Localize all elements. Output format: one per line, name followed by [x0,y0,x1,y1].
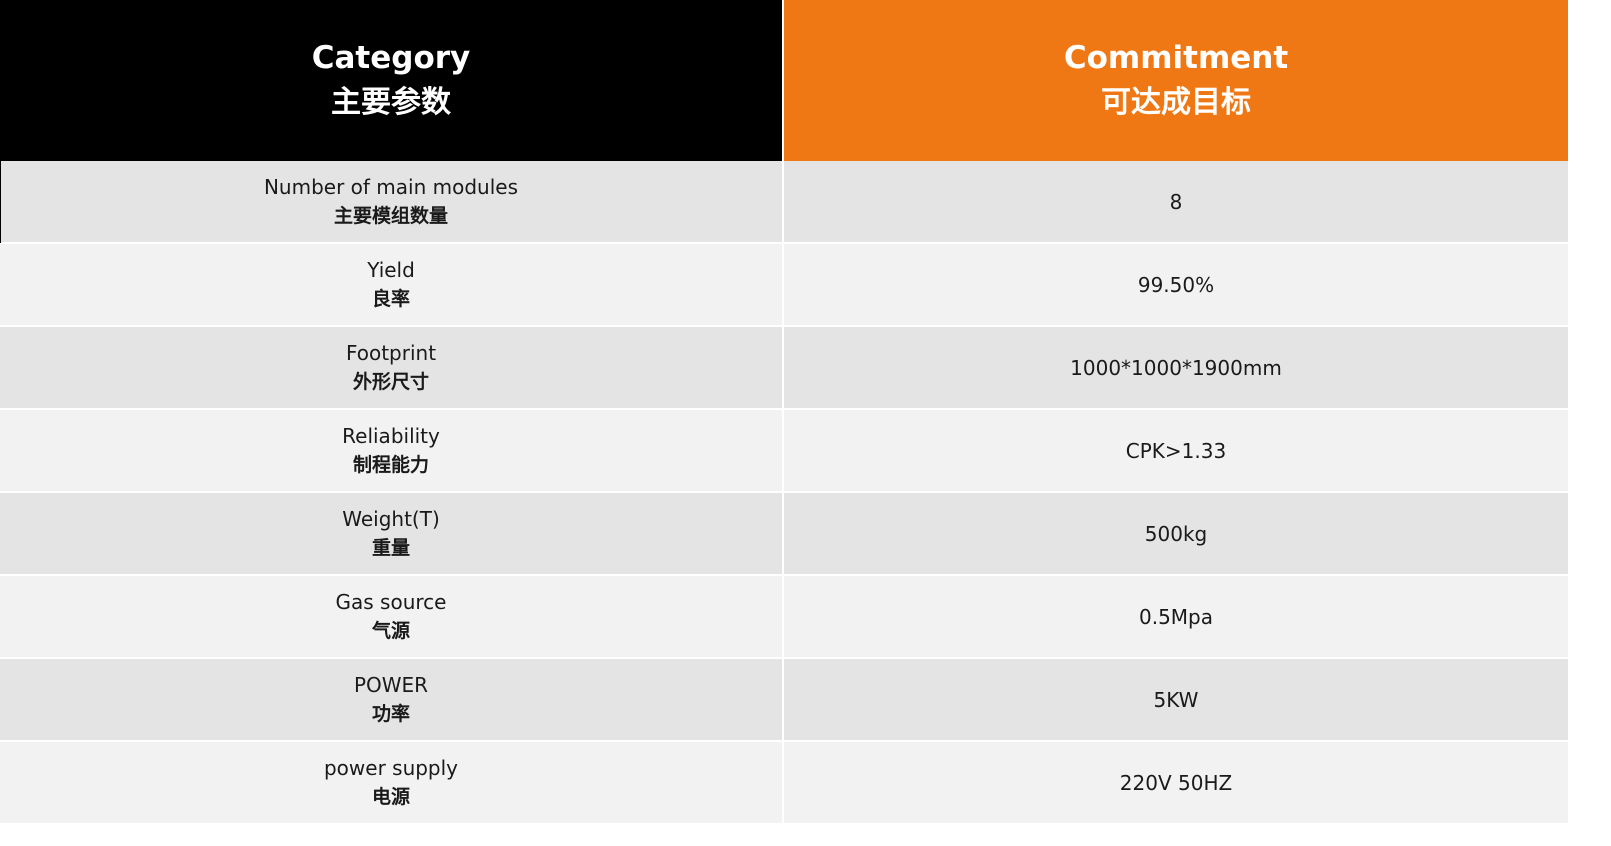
table-row: Yield 良率 99.50% [0,244,1568,325]
table-row: power supply 电源 220V 50HZ [0,742,1568,823]
row-label-en: Footprint [345,341,437,366]
row-label-cell: Weight(T) 重量 [0,493,782,574]
row-value-cell: 1000*1000*1900mm [784,327,1568,408]
row-label-en: Gas source [335,590,447,615]
row-value: 500kg [1144,521,1208,546]
row-value-cell: 99.50% [784,244,1568,325]
commitment-header-zh: 可达成目标 [1101,85,1251,121]
row-label-zh: 外形尺寸 [352,371,429,394]
row-value-cell: 220V 50HZ [784,742,1568,823]
row-value: 5KW [1153,687,1199,712]
row-label-en: Number of main modules [263,175,519,200]
table-row: Footprint 外形尺寸 1000*1000*1900mm [0,327,1568,408]
row-label-zh: 主要模组数量 [333,205,448,228]
left-edge-line [0,161,1,243]
row-value: 220V 50HZ [1119,770,1233,795]
row-label-zh: 良率 [371,288,410,311]
row-value-cell: 500kg [784,493,1568,574]
category-header: Category 主要参数 [0,0,782,161]
row-value: CPK>1.33 [1125,438,1227,463]
table-row: POWER 功率 5KW [0,659,1568,740]
spec-table: Category 主要参数 Commitment 可达成目标 Number of… [0,0,1568,823]
row-label-cell: Gas source 气源 [0,576,782,657]
row-label-cell: Footprint 外形尺寸 [0,327,782,408]
row-value-cell: CPK>1.33 [784,410,1568,491]
row-label-en: Yield [367,258,415,283]
row-label-cell: Number of main modules 主要模组数量 [0,161,782,242]
row-value-cell: 0.5Mpa [784,576,1568,657]
row-label-cell: Yield 良率 [0,244,782,325]
row-value: 8 [1169,189,1183,214]
table-header-row: Category 主要参数 Commitment 可达成目标 [0,0,1568,161]
category-header-zh: 主要参数 [331,85,451,121]
row-value: 1000*1000*1900mm [1070,355,1282,380]
row-value-cell: 8 [784,161,1568,242]
row-label-en: POWER [353,673,429,698]
row-label-zh: 重量 [371,537,410,560]
table-row: Gas source 气源 0.5Mpa [0,576,1568,657]
row-label-zh: 电源 [371,786,410,809]
row-value-cell: 5KW [784,659,1568,740]
table-row: Number of main modules 主要模组数量 8 [0,161,1568,242]
row-label-cell: Reliability 制程能力 [0,410,782,491]
row-label-en: Reliability [342,424,440,449]
commitment-header: Commitment 可达成目标 [784,0,1568,161]
table-row: Reliability 制程能力 CPK>1.33 [0,410,1568,491]
table-body: Number of main modules 主要模组数量 8 Yield 良率… [0,161,1568,823]
row-label-cell: POWER 功率 [0,659,782,740]
row-label-en: power supply [323,756,459,781]
row-label-cell: power supply 电源 [0,742,782,823]
row-label-zh: 气源 [371,620,410,643]
row-label-zh: 功率 [371,703,410,726]
row-value: 0.5Mpa [1138,604,1213,629]
row-value: 99.50% [1137,272,1215,297]
commitment-header-en: Commitment [1063,40,1289,77]
table-row: Weight(T) 重量 500kg [0,493,1568,574]
row-label-en: Weight(T) [342,507,440,532]
category-header-en: Category [311,40,471,77]
row-label-zh: 制程能力 [352,454,429,477]
